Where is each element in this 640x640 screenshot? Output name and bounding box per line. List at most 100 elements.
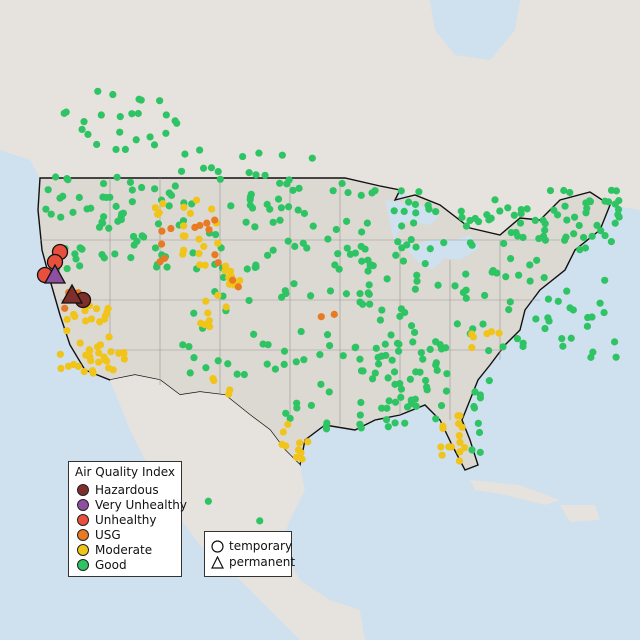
station-marker [163,263,171,271]
station-marker [425,205,433,213]
station-marker [219,273,228,282]
station-marker [541,324,549,333]
station-marker [597,227,605,235]
station-marker [207,164,216,172]
station-marker [383,404,391,412]
station-marker [137,96,145,104]
station-marker [531,216,539,224]
station-marker [382,351,390,360]
station-marker [286,414,294,422]
station-marker [392,251,400,259]
legend-item-very-unhealthy: Very Unhealthy [77,498,187,512]
station-marker [378,306,386,314]
station-marker [293,404,301,412]
station-marker [201,261,209,269]
station-marker [105,333,113,341]
station-marker [158,227,166,235]
station-marker [210,376,218,385]
station-marker [266,205,274,213]
station-marker [284,237,292,245]
station-marker [413,277,421,285]
station-marker [252,171,260,179]
station-marker [575,221,583,230]
station-marker [289,186,297,194]
station-marker [544,295,553,303]
station-marker [454,412,462,420]
hudson-bay [430,0,520,60]
station-marker [338,179,346,188]
station-marker [359,300,367,308]
station-marker [307,401,315,410]
station-marker [200,242,208,251]
station-marker [126,178,135,186]
station-marker [398,222,406,230]
station-marker [195,249,203,258]
station-marker [181,232,189,240]
station-marker [245,169,253,177]
station-marker [105,224,113,232]
legend-item-moderate: Moderate [77,543,152,557]
station-marker [180,203,188,211]
station-marker [563,216,571,224]
station-marker [83,205,91,213]
station-marker [561,202,569,210]
station-marker [243,265,251,273]
station-marker [156,258,164,266]
station-marker [263,251,272,259]
station-marker [121,145,130,153]
station-marker [192,196,201,204]
station-marker [445,443,453,451]
station-marker [458,213,466,222]
station-marker [526,261,534,269]
station-marker [196,261,204,269]
station-marker [432,338,440,346]
station-marker [56,350,64,358]
station-marker [279,428,287,436]
station-marker [342,290,351,298]
station-marker [422,376,430,385]
station-marker [412,243,420,251]
station-marker [357,191,365,199]
station-marker [234,283,242,291]
station-marker [541,226,549,234]
station-marker [116,113,124,121]
station-marker [291,242,299,251]
station-marker [601,276,609,284]
station-marker [462,294,470,302]
station-marker [167,191,176,199]
station-marker [570,230,578,238]
station-marker [200,321,209,329]
station-marker [544,314,552,322]
station-marker [581,244,590,252]
station-marker [278,440,286,448]
station-marker [462,270,470,278]
legend-label: temporary [229,539,293,553]
station-marker [533,256,541,264]
station-marker [357,424,365,432]
station-marker [242,218,250,226]
station-marker [500,239,508,248]
station-marker [87,315,96,323]
legend-item-good: Good [77,558,127,572]
station-marker [195,235,203,243]
station-marker [615,197,623,205]
station-marker [532,315,540,323]
station-marker [316,351,324,359]
station-marker [59,192,67,200]
station-marker [326,287,335,295]
station-marker [300,209,309,218]
station-marker [413,271,421,279]
station-marker [393,339,402,347]
station-marker [171,182,179,190]
station-marker [410,219,418,227]
station-marker [128,186,136,194]
station-marker [342,217,351,225]
station-marker [519,233,527,242]
legend-label: Moderate [95,543,153,557]
station-marker [335,265,343,273]
station-marker [284,420,292,428]
station-marker [385,397,393,405]
station-marker [70,310,78,319]
station-marker [100,254,108,262]
station-marker [470,402,478,411]
